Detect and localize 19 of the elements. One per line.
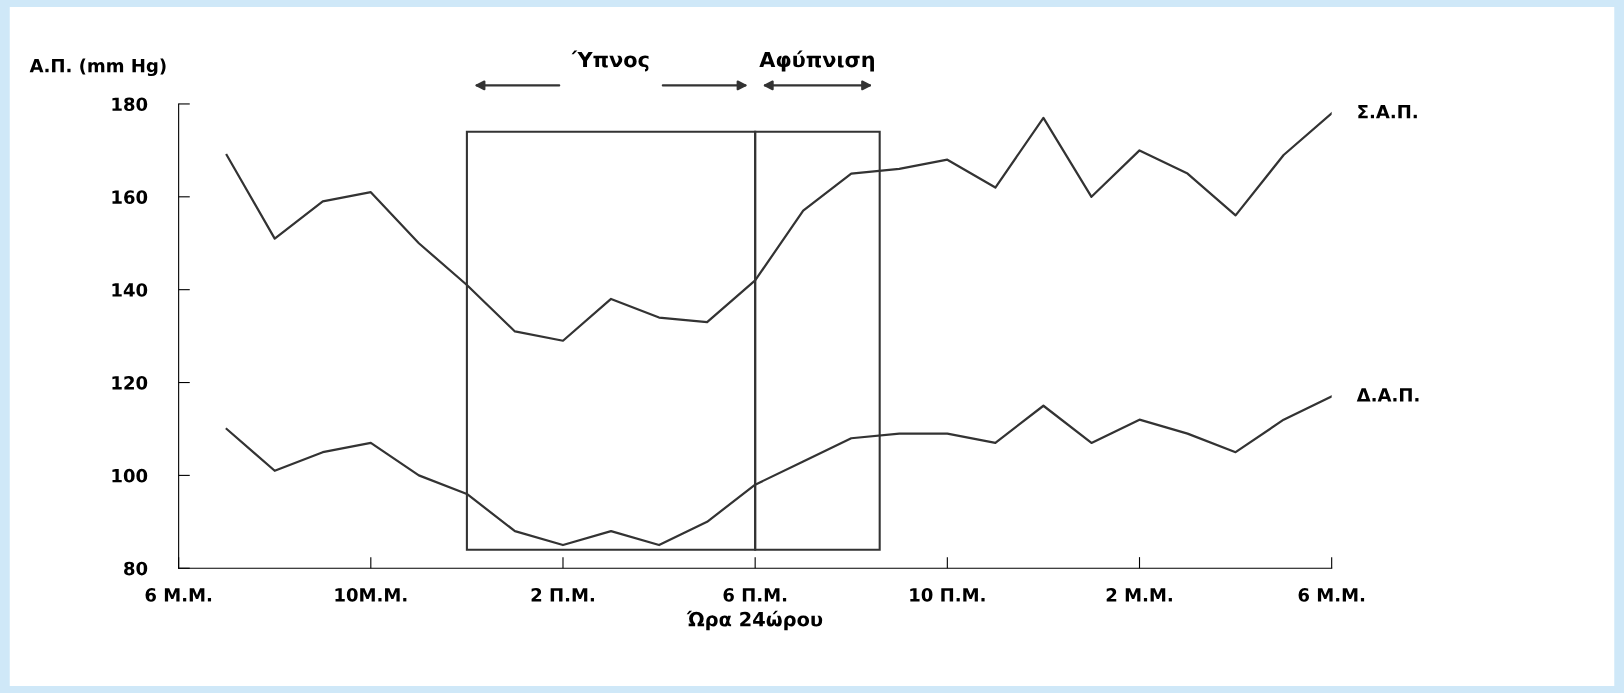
text: Ύπνος — [571, 50, 649, 72]
y-tick-label: 120 — [112, 376, 148, 390]
y-tick-label: 160 — [112, 190, 148, 204]
y-tick-label: 80 — [124, 561, 148, 576]
y-tick-label: 140 — [112, 283, 148, 297]
text: Αφύπνιση — [759, 50, 874, 72]
x-tick-label: 6 Μ.Μ. — [145, 588, 212, 602]
x-tick-label: 10Μ.Μ. — [335, 588, 407, 602]
x-tick-label: 2 Μ.Μ. — [1106, 588, 1172, 602]
y-tick-label: 100 — [112, 468, 148, 483]
x-tick-label: 6 Π.Μ. — [723, 588, 787, 602]
series-label: Σ.Α.Π. — [1358, 105, 1417, 119]
x-axis-title: Ώρα 24ώρου — [686, 610, 823, 631]
x-tick-label: 6 Μ.Μ. — [1298, 588, 1365, 602]
y-tick-label: 180 — [112, 97, 148, 112]
y-axis-title: Α.Π. (mm Hg) — [29, 58, 166, 77]
x-tick-label: 10 Π.Μ. — [910, 588, 985, 602]
series-label: Δ.Α.Π. — [1356, 388, 1419, 402]
x-tick-label: 2 Π.Μ. — [531, 588, 594, 602]
